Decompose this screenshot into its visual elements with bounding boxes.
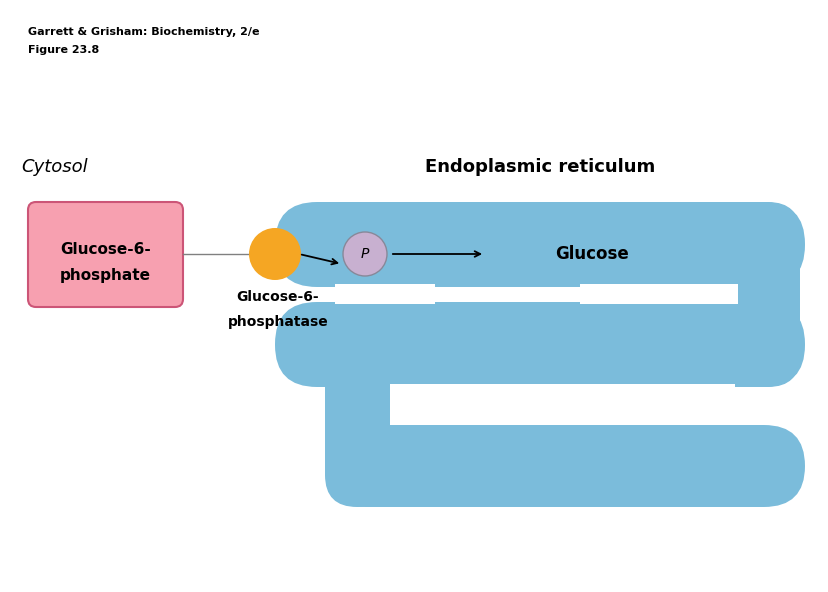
Polygon shape: [335, 284, 435, 304]
Text: phosphatase: phosphatase: [228, 315, 328, 329]
Polygon shape: [389, 384, 734, 424]
Text: Garrett & Grisham: Biochemistry, 2/e: Garrett & Grisham: Biochemistry, 2/e: [28, 27, 259, 37]
Polygon shape: [580, 284, 737, 304]
Text: Cytosol: Cytosol: [22, 158, 89, 176]
Text: Endoplasmic reticulum: Endoplasmic reticulum: [425, 158, 654, 176]
Text: Glucose-6-: Glucose-6-: [237, 290, 319, 304]
FancyBboxPatch shape: [734, 202, 799, 387]
Text: Glucose-6-: Glucose-6-: [60, 242, 151, 256]
Ellipse shape: [248, 228, 301, 280]
FancyBboxPatch shape: [275, 302, 804, 387]
FancyBboxPatch shape: [325, 302, 389, 507]
Text: P: P: [360, 247, 368, 261]
Text: Figure 23.8: Figure 23.8: [28, 45, 99, 55]
Circle shape: [343, 232, 387, 276]
Text: Glucose: Glucose: [554, 245, 628, 263]
Text: phosphate: phosphate: [60, 268, 151, 282]
FancyBboxPatch shape: [28, 202, 183, 307]
FancyBboxPatch shape: [275, 202, 804, 287]
FancyBboxPatch shape: [325, 425, 804, 507]
